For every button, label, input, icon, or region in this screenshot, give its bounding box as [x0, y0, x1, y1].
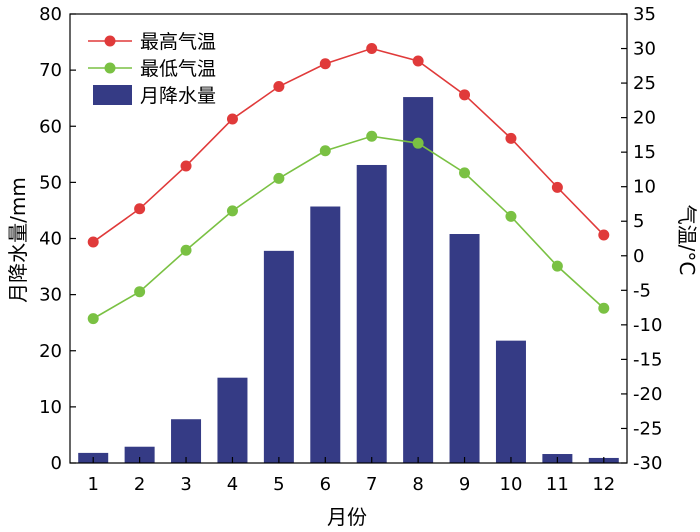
right-tick-label: 15: [633, 142, 656, 163]
max-temp-point: [412, 55, 424, 67]
max-temp-point: [180, 160, 192, 172]
left-tick-label: 40: [39, 229, 62, 250]
min-temp-point: [551, 260, 563, 272]
right-tick-label: 5: [633, 211, 644, 232]
right-tick-label: -20: [633, 384, 662, 405]
x-tick-label: 5: [273, 474, 284, 495]
x-tick-label: 11: [546, 474, 569, 495]
right-tick-label: 30: [633, 39, 656, 60]
x-tick-label: 1: [87, 474, 98, 495]
min-temp-line: [92, 135, 605, 320]
min-temp-point: [505, 210, 517, 222]
min-temp-point: [319, 145, 331, 157]
min-temp-point: [459, 167, 471, 179]
precipitation-bar: [356, 164, 387, 463]
right-tick-label: 10: [633, 177, 656, 198]
precipitation-bar: [263, 250, 294, 463]
max-temp-point: [551, 181, 563, 193]
left-tick-label: 20: [39, 341, 62, 362]
x-tick-label: 8: [412, 474, 423, 495]
min-temp-point: [226, 205, 238, 217]
left-tick-label: 10: [39, 397, 62, 418]
right-tick-label: -10: [633, 315, 662, 336]
plot-frame: [69, 13, 628, 464]
min-temp-point: [598, 302, 610, 314]
x-tick-label: 6: [320, 474, 331, 495]
right-tick-label: 35: [633, 4, 656, 25]
min-temp-point: [366, 130, 378, 142]
max-temp-point: [366, 43, 378, 55]
x-tick-label: 9: [459, 474, 470, 495]
min-temp-point: [180, 244, 192, 256]
precipitation-bar: [449, 234, 480, 463]
right-tick-label: -25: [633, 418, 662, 439]
right-axis-title: 气温/°C: [675, 205, 699, 276]
right-tick-label: 20: [633, 108, 656, 129]
min-temp-point: [273, 172, 285, 184]
right-tick-label: 0: [633, 246, 644, 267]
legend-marker: [104, 35, 116, 47]
max-temp-line: [92, 47, 605, 243]
max-temp-point: [273, 81, 285, 93]
left-tick-label: 0: [51, 453, 62, 474]
precipitation-bar: [124, 446, 155, 463]
max-temp-point: [598, 229, 610, 241]
axes: 01020304050607080-30-25-20-15-10-5051015…: [39, 4, 662, 495]
max-temp-point: [87, 236, 99, 248]
right-tick-label: -30: [633, 453, 662, 474]
x-tick-label: 2: [134, 474, 145, 495]
legend-marker: [104, 62, 116, 74]
max-temp-point: [226, 113, 238, 125]
left-axis-title: 月降水量/mm: [6, 177, 30, 303]
max-temp-point: [459, 89, 471, 101]
right-tick-label: -15: [633, 349, 662, 370]
precipitation-bar: [403, 97, 434, 463]
left-tick-label: 30: [39, 285, 62, 306]
precipitation-bar: [171, 419, 202, 463]
x-tick-label: 10: [500, 474, 523, 495]
precipitation-bar: [310, 206, 341, 464]
line-layer: [87, 43, 610, 325]
right-tick-label: -5: [633, 280, 651, 301]
precipitation-bar: [495, 340, 526, 463]
x-tick-label: 3: [180, 474, 191, 495]
max-temp-point: [505, 132, 517, 144]
x-tick-label: 7: [366, 474, 377, 495]
x-tick-label: 4: [227, 474, 238, 495]
left-tick-label: 50: [39, 172, 62, 193]
legend-label: 月降水量: [140, 85, 216, 107]
legend-bar-swatch: [93, 85, 132, 105]
legend-label: 最低气温: [140, 58, 216, 80]
bar-layer: [78, 97, 619, 464]
right-tick-label: 25: [633, 73, 656, 94]
precipitation-bar: [217, 377, 248, 463]
max-temp-point: [319, 58, 331, 70]
max-temp-point: [134, 203, 146, 215]
min-temp-point: [412, 137, 424, 149]
min-temp-point: [134, 286, 146, 298]
left-tick-label: 80: [39, 4, 62, 25]
x-tick-label: 12: [592, 474, 615, 495]
x-axis-title: 月份: [327, 505, 367, 529]
left-tick-label: 70: [39, 60, 62, 81]
min-temp-point: [87, 313, 99, 325]
left-tick-label: 60: [39, 116, 62, 137]
legend-label: 最高气温: [140, 31, 216, 53]
